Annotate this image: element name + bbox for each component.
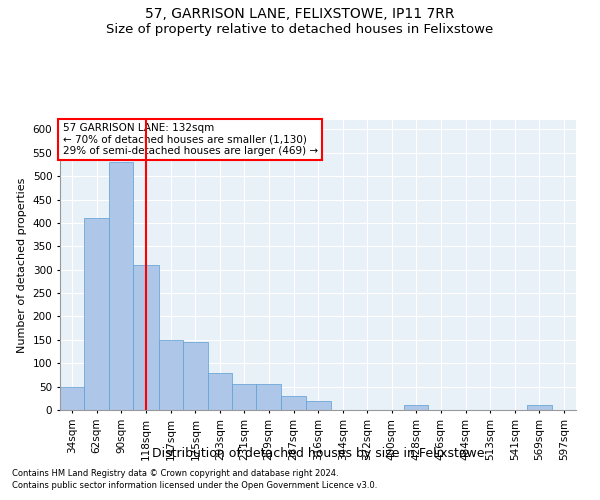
Bar	[60, 386, 85, 410]
Bar	[158, 340, 183, 410]
Bar	[306, 400, 331, 410]
Text: Contains HM Land Registry data © Crown copyright and database right 2024.: Contains HM Land Registry data © Crown c…	[12, 468, 338, 477]
Y-axis label: Number of detached properties: Number of detached properties	[17, 178, 27, 352]
Bar	[109, 162, 133, 410]
Bar	[133, 265, 158, 410]
Text: Contains public sector information licensed under the Open Government Licence v3: Contains public sector information licen…	[12, 481, 377, 490]
Bar	[256, 384, 281, 410]
Text: Size of property relative to detached houses in Felixstowe: Size of property relative to detached ho…	[106, 22, 494, 36]
Text: Distribution of detached houses by size in Felixstowe: Distribution of detached houses by size …	[152, 448, 484, 460]
Bar	[232, 384, 256, 410]
Text: 57 GARRISON LANE: 132sqm
← 70% of detached houses are smaller (1,130)
29% of sem: 57 GARRISON LANE: 132sqm ← 70% of detach…	[62, 123, 318, 156]
Bar	[183, 342, 208, 410]
Bar	[85, 218, 109, 410]
Bar	[281, 396, 306, 410]
Bar	[208, 372, 232, 410]
Bar	[527, 406, 551, 410]
Bar	[404, 406, 428, 410]
Text: 57, GARRISON LANE, FELIXSTOWE, IP11 7RR: 57, GARRISON LANE, FELIXSTOWE, IP11 7RR	[145, 8, 455, 22]
